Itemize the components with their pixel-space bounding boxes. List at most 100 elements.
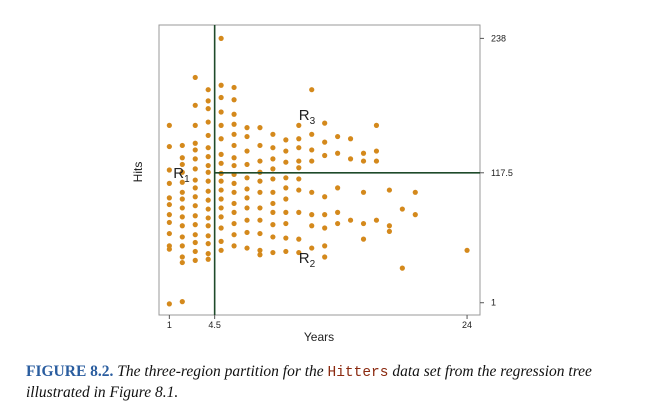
data-point xyxy=(270,166,276,172)
data-point xyxy=(205,169,211,175)
data-point xyxy=(412,212,418,218)
data-point xyxy=(218,247,224,253)
data-point xyxy=(231,162,237,169)
data-point xyxy=(231,200,237,207)
data-point xyxy=(218,151,224,157)
data-point xyxy=(192,156,198,162)
data-point xyxy=(296,158,302,164)
data-point xyxy=(218,160,224,166)
data-point xyxy=(179,259,185,266)
data-point xyxy=(244,186,250,192)
data-point xyxy=(205,119,211,125)
data-point xyxy=(192,248,198,255)
data-point xyxy=(244,125,250,131)
data-point xyxy=(205,162,211,169)
data-point xyxy=(192,147,198,153)
data-point xyxy=(205,233,211,239)
data-point xyxy=(231,84,237,91)
data-point xyxy=(283,175,289,181)
data-point xyxy=(309,158,315,164)
data-point xyxy=(231,189,237,195)
data-point xyxy=(166,201,172,208)
data-point xyxy=(179,214,185,220)
data-point xyxy=(399,265,405,271)
data-point xyxy=(270,222,276,228)
data-point xyxy=(218,94,224,101)
data-point xyxy=(257,247,263,253)
data-point xyxy=(166,219,172,226)
data-point xyxy=(296,165,302,171)
x-tick-label: 24 xyxy=(462,320,472,330)
data-point xyxy=(296,122,302,128)
data-point xyxy=(373,158,380,164)
data-point xyxy=(244,161,250,168)
x-axis-label: Years xyxy=(304,330,334,344)
data-point xyxy=(386,228,392,234)
data-point xyxy=(218,178,224,184)
data-point xyxy=(192,122,198,128)
data-point xyxy=(218,136,224,142)
data-point xyxy=(218,205,224,211)
data-point xyxy=(386,187,392,193)
data-point xyxy=(296,249,302,256)
data-point xyxy=(179,179,185,185)
data-point xyxy=(231,131,237,137)
data-point xyxy=(257,205,263,211)
data-point xyxy=(231,155,237,161)
data-point xyxy=(166,167,172,173)
data-point xyxy=(205,178,211,184)
data-point xyxy=(360,158,367,164)
data-point xyxy=(309,87,315,93)
data-point xyxy=(257,217,263,223)
region-label-r3: R3 xyxy=(299,107,316,127)
data-point xyxy=(257,142,263,149)
data-point xyxy=(309,189,315,195)
data-point xyxy=(218,35,224,41)
data-point xyxy=(179,155,185,161)
data-point xyxy=(322,152,328,159)
data-point xyxy=(205,188,211,194)
data-point xyxy=(244,195,250,201)
plot-frame xyxy=(158,24,481,316)
data-point xyxy=(192,222,198,228)
data-point xyxy=(179,189,185,195)
data-point xyxy=(322,194,328,200)
region-label-r2: R2 xyxy=(299,250,316,270)
data-point xyxy=(360,189,367,195)
data-point xyxy=(205,256,211,262)
data-point xyxy=(205,87,211,93)
data-point xyxy=(386,223,392,229)
caption-dataset-name: Hitters xyxy=(327,365,389,381)
data-point xyxy=(218,187,224,193)
data-point xyxy=(335,220,341,227)
data-point xyxy=(192,140,198,146)
data-point xyxy=(257,158,263,164)
data-point xyxy=(179,196,185,202)
data-point xyxy=(283,185,289,191)
data-point xyxy=(309,245,315,251)
data-point xyxy=(179,254,185,260)
data-point xyxy=(283,159,289,165)
data-point xyxy=(244,175,250,181)
data-point xyxy=(296,187,302,193)
data-point xyxy=(257,178,263,184)
data-point xyxy=(322,212,328,218)
region-label-r1: R1 xyxy=(173,165,190,185)
data-point xyxy=(192,177,198,183)
data-point xyxy=(270,189,276,195)
data-point xyxy=(179,234,185,240)
data-point xyxy=(205,98,211,104)
data-point xyxy=(205,251,211,257)
data-point xyxy=(322,120,328,126)
data-point xyxy=(231,209,237,215)
x-tick-label: 4.5 xyxy=(208,320,221,330)
data-point xyxy=(347,217,354,223)
y-tick-label: 1 xyxy=(491,298,496,308)
data-point xyxy=(166,301,172,307)
data-point xyxy=(412,189,418,195)
data-point xyxy=(257,230,263,237)
data-point xyxy=(218,196,224,202)
data-point xyxy=(335,133,341,140)
y-tick-label: 117.5 xyxy=(491,168,513,178)
data-point xyxy=(270,176,276,182)
